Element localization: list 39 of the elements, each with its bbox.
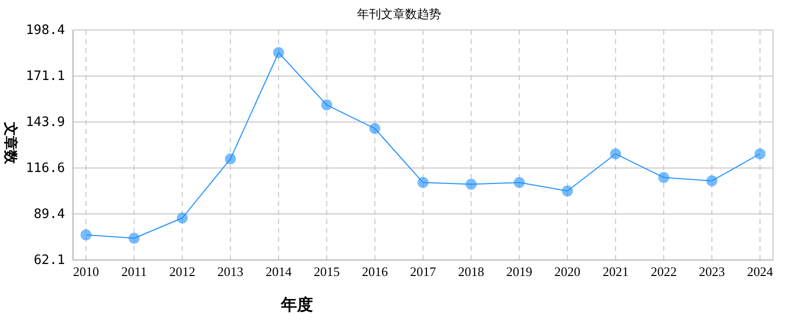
- y-tick-label: 171.1: [26, 69, 65, 84]
- x-tick-label: 2011: [121, 264, 147, 279]
- point: [176, 212, 188, 224]
- x-tick-label: 2020: [554, 264, 580, 279]
- x-tick-label: 2013: [217, 264, 244, 279]
- y-tick-label: 143.9: [26, 114, 65, 130]
- x-tick-label: 2012: [169, 264, 196, 279]
- point: [562, 185, 573, 196]
- point: [273, 47, 284, 58]
- y-tick-label: 198.4: [26, 23, 66, 38]
- x-tick-label: 2017: [410, 264, 436, 279]
- point: [466, 178, 477, 190]
- y-tick-label: 62.1: [34, 253, 65, 268]
- point: [514, 177, 525, 188]
- x-axis-title: 年度: [280, 295, 313, 314]
- x-tick-label: 2018: [458, 264, 484, 279]
- point: [369, 123, 380, 134]
- y-axis-title: 文章数: [2, 121, 19, 165]
- point: [224, 153, 236, 164]
- point: [658, 172, 670, 183]
- x-tick-label: 2010: [73, 264, 99, 279]
- point: [418, 177, 428, 188]
- point: [128, 232, 140, 244]
- x-tick-label: 2022: [650, 264, 677, 279]
- x-tick-label: 2023: [698, 264, 725, 279]
- point: [706, 175, 718, 186]
- chart-title: 年刊文章数趋势: [357, 7, 441, 21]
- x-tick-label: 2015: [314, 264, 340, 279]
- x-tick-label: 2021: [602, 264, 629, 279]
- y-tick-label: 116.6: [26, 161, 65, 176]
- y-tick-label: 89.4: [34, 206, 66, 222]
- x-tick-label: 2024: [747, 264, 774, 279]
- x-tick-label: 2019: [506, 264, 532, 279]
- x-tick-label: 2016: [362, 264, 388, 279]
- x-tick-label: 2014: [266, 264, 292, 279]
- point: [321, 99, 332, 110]
- point: [610, 148, 622, 160]
- point: [80, 229, 92, 240]
- point: [754, 148, 766, 160]
